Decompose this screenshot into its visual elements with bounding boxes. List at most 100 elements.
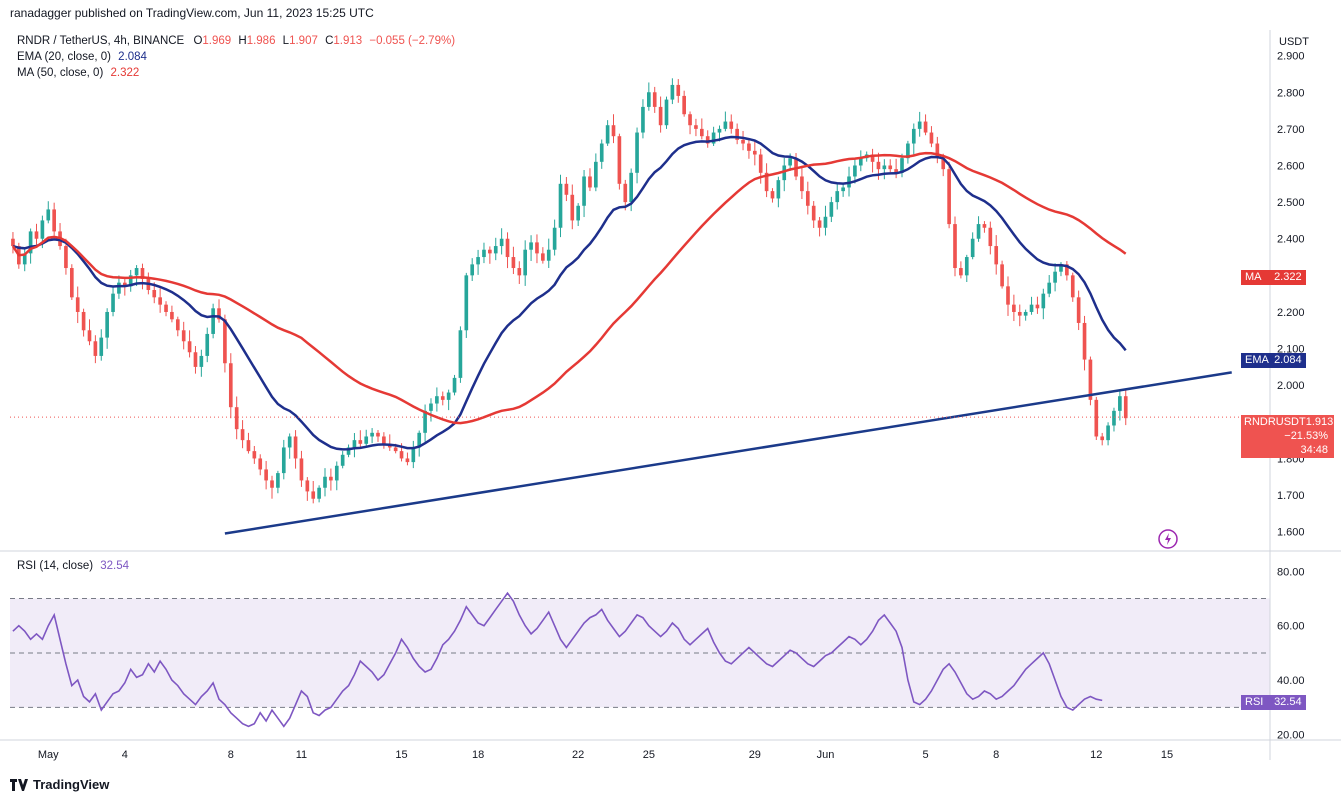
chart-extras bbox=[1158, 529, 1178, 549]
candle-body bbox=[187, 341, 192, 353]
candle-body bbox=[228, 363, 233, 408]
symbol-legend: RNDR / TetherUS, 4h, BINANCE O1.969 H1.9… bbox=[17, 35, 455, 47]
candle-body bbox=[817, 220, 822, 228]
open-value: 1.969 bbox=[202, 35, 232, 47]
candle-body bbox=[517, 268, 522, 276]
candle-body bbox=[1112, 410, 1116, 426]
candle-body bbox=[917, 121, 922, 129]
candle-body bbox=[853, 165, 857, 177]
candle-body bbox=[735, 128, 739, 140]
low-value: 1.907 bbox=[289, 35, 318, 47]
rsi-line bbox=[12, 591, 1103, 728]
candle-body bbox=[199, 355, 204, 367]
candle-body bbox=[670, 84, 675, 100]
ema-badge-value: 2.084 bbox=[1274, 354, 1302, 366]
candle-body bbox=[1029, 304, 1034, 312]
ma-badge-value: 2.322 bbox=[1274, 271, 1302, 283]
candle-body bbox=[552, 227, 557, 250]
support-trendline bbox=[224, 371, 1232, 535]
candle-body bbox=[22, 253, 27, 265]
candle-body bbox=[788, 158, 792, 166]
candle-body bbox=[470, 264, 475, 276]
rsi-legend[interactable]: RSI (14, close) 32.54 bbox=[17, 560, 129, 572]
candle-body bbox=[947, 169, 951, 225]
candle-body bbox=[1035, 304, 1040, 309]
price-axis-tick: 2.700 bbox=[1277, 124, 1305, 136]
candle-body bbox=[823, 216, 828, 228]
candle-body bbox=[576, 205, 581, 221]
candle-body bbox=[564, 183, 569, 195]
candle-body bbox=[699, 128, 704, 137]
candle-body bbox=[223, 319, 227, 364]
candle-body bbox=[811, 205, 816, 221]
candle-body bbox=[52, 209, 56, 232]
time-axis-tick: 8 bbox=[228, 749, 234, 761]
ma-badge-label: MA bbox=[1245, 271, 1262, 283]
price-axis-tick: 1.700 bbox=[1277, 490, 1305, 502]
candle-body bbox=[152, 290, 157, 298]
last-price-badge: RNDRUSDT 1.913 −21.53% 34:48 bbox=[1241, 415, 1334, 458]
time-axis-tick: 15 bbox=[395, 749, 407, 761]
candle-body bbox=[499, 238, 504, 247]
candle-body bbox=[923, 121, 928, 133]
candle-body bbox=[240, 429, 245, 441]
candle-body bbox=[741, 139, 745, 144]
candle-body bbox=[535, 242, 539, 254]
candle-body bbox=[876, 161, 881, 170]
candle-body bbox=[1118, 396, 1122, 411]
candle-body bbox=[452, 377, 457, 393]
candle-body bbox=[1041, 293, 1046, 309]
candle-body bbox=[246, 440, 251, 452]
high-value: 1.986 bbox=[246, 35, 276, 47]
rsi-axis-tick: 80.00 bbox=[1277, 566, 1305, 578]
candle-body bbox=[976, 224, 981, 239]
price-axis-tick: 2.900 bbox=[1277, 51, 1305, 63]
symbol-name[interactable]: RNDR / TetherUS, 4h, BINANCE bbox=[17, 35, 185, 47]
candle-body bbox=[175, 319, 180, 331]
rsi-axis-tick: 20.00 bbox=[1277, 730, 1305, 742]
ma-legend[interactable]: MA (50, close, 0) 2.322 bbox=[17, 67, 139, 79]
candle-body bbox=[776, 180, 781, 199]
candle-body bbox=[352, 440, 357, 448]
candle-body bbox=[546, 249, 551, 261]
close-label: C bbox=[325, 35, 334, 47]
candle-body bbox=[611, 125, 616, 137]
time-axis-tick: 29 bbox=[749, 749, 761, 761]
candle-body bbox=[1088, 359, 1093, 400]
candle-body bbox=[329, 476, 333, 481]
candle-body bbox=[541, 253, 545, 261]
ema-20-line bbox=[12, 135, 1127, 451]
candle-body bbox=[1017, 311, 1022, 316]
candle-body bbox=[594, 161, 598, 188]
indicator-lines bbox=[10, 135, 1270, 728]
candle-body bbox=[429, 403, 433, 411]
ma-50-line bbox=[11, 151, 1127, 425]
time-axis-tick: 15 bbox=[1161, 749, 1173, 761]
candle-body bbox=[93, 341, 98, 356]
ema-legend[interactable]: EMA (20, close, 0) 2.084 bbox=[17, 51, 147, 63]
price-axis-tick: 2.800 bbox=[1277, 87, 1305, 99]
candle-body bbox=[317, 487, 321, 499]
candle-body bbox=[305, 480, 310, 492]
time-axis-tick: 8 bbox=[993, 749, 999, 761]
candle-body bbox=[411, 447, 416, 463]
price-axis-tick: 2.600 bbox=[1277, 160, 1305, 172]
candle-body bbox=[635, 132, 639, 173]
candle-body bbox=[99, 337, 104, 356]
candle-body bbox=[364, 436, 369, 444]
candle-body bbox=[276, 473, 280, 488]
flash-icon bbox=[1158, 529, 1178, 549]
candle-body bbox=[476, 257, 480, 265]
price-badge-countdown: 34:48 bbox=[1300, 444, 1328, 456]
candle-body bbox=[311, 491, 316, 499]
candle-body bbox=[111, 293, 115, 312]
time-axis-tick: 18 bbox=[472, 749, 484, 761]
candle-body bbox=[488, 249, 492, 254]
tradingview-logo[interactable]: TradingView bbox=[10, 777, 109, 792]
candle-body bbox=[405, 458, 410, 463]
candle-body bbox=[711, 132, 716, 144]
candle-body bbox=[894, 169, 898, 173]
candle-body bbox=[617, 136, 622, 184]
candle-body bbox=[688, 114, 692, 126]
